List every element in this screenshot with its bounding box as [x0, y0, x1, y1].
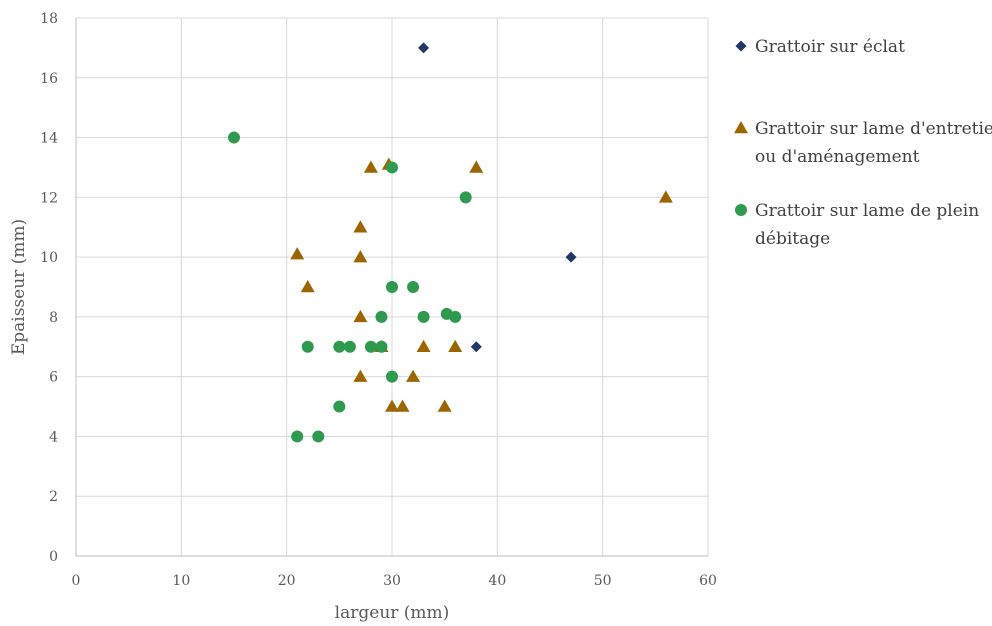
data-point-circle — [228, 131, 240, 144]
x-tick-label: 10 — [172, 573, 190, 589]
data-point-triangle — [658, 190, 673, 203]
data-point-triangle — [300, 280, 315, 293]
data-point-circle — [407, 281, 420, 293]
x-tick-label: 30 — [383, 573, 401, 589]
y-tick-label: 18 — [40, 11, 58, 27]
legend-label: Grattoir sur lame de plein débitage — [755, 201, 979, 249]
y-tick-label: 12 — [40, 190, 58, 206]
y-tick-label: 4 — [49, 429, 58, 445]
data-point-triangle — [353, 309, 368, 323]
legend-label: Grattoir sur éclat — [755, 37, 905, 57]
data-point-diamond — [418, 42, 430, 54]
data-point-circle — [375, 310, 388, 323]
data-point-circle — [449, 310, 462, 323]
y-tick-label: 6 — [49, 370, 58, 386]
data-point-triangle — [353, 250, 368, 263]
data-points — [228, 42, 673, 443]
data-point-triangle — [469, 160, 484, 173]
data-point-circle — [301, 340, 314, 353]
data-point-triangle — [385, 399, 399, 412]
data-point-circle — [343, 340, 356, 353]
data-point-circle — [417, 310, 430, 323]
x-tick-label: 40 — [488, 573, 506, 589]
data-point-triangle — [363, 160, 378, 173]
y-tick-label: 16 — [40, 71, 58, 87]
legend-marker-circle — [735, 204, 747, 216]
legend: Grattoir sur éclat Grattoir sur lame d'en… — [734, 37, 992, 249]
x-tick-label: 60 — [699, 573, 717, 589]
data-point-triangle — [406, 369, 421, 382]
data-point-triangle — [448, 339, 463, 353]
x-tick-labels: 0 10 20 30 40 50 60 — [72, 573, 717, 589]
data-point-circle — [386, 370, 398, 383]
data-point-triangle — [353, 220, 368, 233]
gridlines — [76, 17, 709, 556]
data-point-circle — [386, 281, 398, 293]
x-tick-label: 20 — [278, 573, 296, 589]
y-tick-label: 8 — [49, 310, 58, 326]
data-point-triangle — [395, 399, 410, 412]
x-tick-label: 50 — [594, 573, 612, 589]
legend-marker-diamond — [735, 40, 747, 52]
data-point-circle — [333, 340, 346, 353]
data-point-diamond — [565, 251, 577, 263]
axes — [75, 18, 708, 557]
data-point-circle — [312, 430, 325, 443]
data-point-triangle — [353, 369, 368, 382]
data-point-circle — [386, 161, 398, 174]
y-tick-label: 14 — [40, 131, 58, 147]
data-point-triangle — [416, 339, 431, 353]
data-point-circle — [364, 340, 377, 353]
legend-marker-triangle — [734, 121, 748, 134]
y-tick-labels: 0 2 4 6 8 10 12 14 16 18 — [40, 11, 58, 565]
data-point-circle — [459, 191, 472, 204]
y-tick-label: 2 — [49, 489, 58, 505]
data-point-diamond — [470, 341, 482, 353]
data-point-triangle — [290, 247, 305, 260]
data-point-triangle — [437, 399, 452, 412]
legend-label: Grattoir sur lame d'entretien ou d'aménag… — [755, 119, 992, 167]
y-tick-label: 0 — [49, 549, 58, 565]
x-tick-label: 0 — [72, 573, 81, 589]
y-tick-label: 10 — [40, 250, 58, 266]
y-axis-title: Epaisseur (mm) — [9, 219, 29, 355]
x-axis-title: largeur (mm) — [335, 603, 450, 623]
data-point-circle — [375, 340, 388, 353]
data-point-circle — [291, 430, 304, 443]
data-point-circle — [333, 400, 346, 413]
